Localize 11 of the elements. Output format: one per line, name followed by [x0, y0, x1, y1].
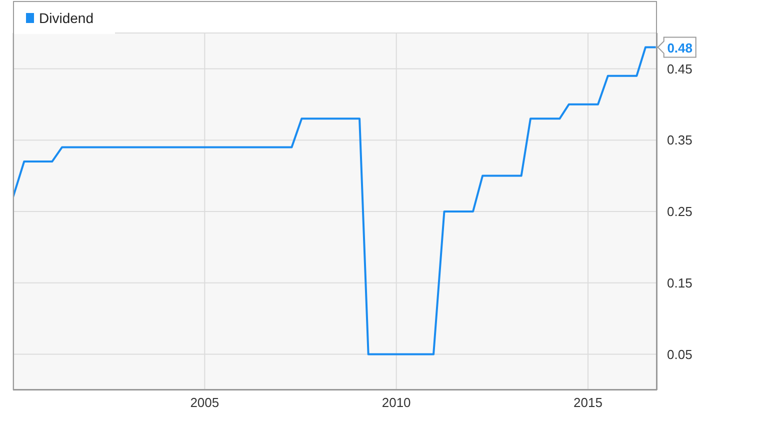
y-tick-label: 0.25 [667, 204, 692, 220]
x-tick-label: 2005 [190, 395, 220, 410]
x-tick-label: 2010 [382, 395, 411, 410]
x-tick-label: 2015 [574, 395, 602, 410]
legend-label: Dividend [38, 10, 94, 26]
y-tick-label: 0.05 [667, 346, 692, 362]
annotation: 0.48 [667, 40, 693, 56]
y-tick-label: 0.35 [667, 132, 692, 148]
y-tick-label: 0.15 [667, 276, 692, 291]
y-tick-label: 0.45 [667, 61, 692, 76]
line-series [13, 46, 657, 356]
